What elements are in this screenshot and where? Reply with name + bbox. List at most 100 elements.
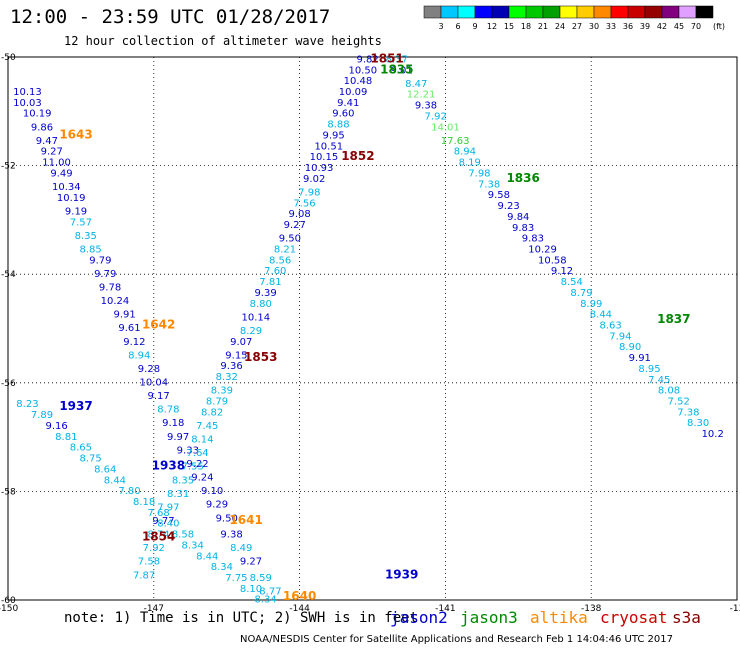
- track-time-label: 1642: [142, 318, 175, 332]
- wave-height-point: 10.93: [305, 163, 334, 174]
- wave-height-point: 8.19: [459, 158, 481, 169]
- wave-height-point: 9.17: [148, 391, 170, 402]
- x-tick-label: -138: [581, 604, 602, 614]
- wave-height-point: 8.58: [172, 530, 194, 541]
- track-time-label: 1835: [380, 62, 413, 76]
- wave-height-point: 8.74: [148, 530, 170, 541]
- wave-height-point: 10.13: [13, 87, 42, 98]
- wave-height-point: 9.82: [357, 54, 379, 65]
- wave-height-point: 9.18: [162, 418, 184, 429]
- wave-height-point: 7.64: [186, 448, 208, 459]
- wave-height-point: 10.58: [538, 255, 567, 266]
- wave-height-point: 9.79: [89, 255, 111, 266]
- wave-height-point: 8.35: [172, 475, 194, 486]
- wave-height-point: 10.04: [139, 378, 168, 389]
- wave-height-point: 10.09: [339, 87, 368, 98]
- wave-height-point: 8.29: [240, 326, 262, 337]
- wave-height-point: 9.15: [225, 350, 247, 361]
- wave-height-point: 8.77: [259, 587, 281, 598]
- wave-height-point: 8.34: [182, 540, 204, 551]
- wave-height-point: 10.19: [57, 193, 86, 204]
- wave-height-point: 8.99: [580, 299, 602, 310]
- wave-height-point: 9.19: [65, 206, 87, 217]
- wave-height-point: 8.94: [454, 147, 476, 158]
- wave-height-point: 7.92: [425, 111, 447, 122]
- wave-height-point: 9.61: [118, 323, 140, 334]
- wave-height-point: 9.97: [167, 432, 189, 443]
- footer-note: note: 1) Time is in UTC; 2) SWH is in fe…: [64, 610, 419, 626]
- wave-height-point: 8.88: [327, 120, 349, 131]
- wave-height-point: 9.79: [94, 269, 116, 280]
- wave-height-point: 8.79: [570, 288, 592, 299]
- wave-height-point: 9.12: [123, 337, 145, 348]
- wave-height-point: 9.24: [191, 473, 213, 484]
- x-tick-label: -150: [0, 604, 18, 614]
- wave-height-point: 8.39: [211, 386, 233, 397]
- wave-height-point: 8.34: [211, 562, 233, 573]
- track-time-label: 1643: [59, 127, 92, 141]
- wave-height-point: 9.91: [114, 310, 136, 321]
- wave-height-point: 12.21: [407, 90, 436, 101]
- wave-height-point: 8.37: [386, 54, 408, 65]
- wave-height-point: 9.01: [391, 65, 413, 76]
- wave-height-point: 9.33: [177, 445, 199, 456]
- y-tick-label: -54: [1, 270, 16, 280]
- legend-jason2: jason2: [390, 608, 448, 627]
- wave-height-point: 7.58: [138, 557, 160, 568]
- wave-height-point: 8.95: [638, 364, 660, 375]
- wave-height-point: 9.77: [152, 516, 174, 527]
- wave-height-point: 7.68: [148, 508, 170, 519]
- wave-height-point: 9.38: [415, 101, 437, 112]
- wave-height-point: 9.38: [220, 530, 242, 541]
- wave-height-point: 9.83: [512, 223, 534, 234]
- wave-height-point: 9.02: [303, 174, 325, 185]
- wave-height-point: 11.00: [42, 158, 71, 169]
- wave-height-point: 7.94: [609, 331, 631, 342]
- wave-height-point: 9.27: [284, 220, 306, 231]
- wave-height-point: 7.81: [259, 277, 281, 288]
- wave-height-point: 9.60: [332, 109, 354, 120]
- wave-height-point: 8.54: [561, 277, 583, 288]
- wave-height-point: 7.52: [668, 397, 690, 408]
- wave-height-point: 7.98: [298, 187, 320, 198]
- wave-height-point: 8.44: [196, 551, 218, 562]
- y-tick-label: -50: [1, 53, 16, 63]
- wave-height-point: 8.14: [191, 435, 213, 446]
- wave-height-point: 8.31: [167, 489, 189, 500]
- wave-height-point: 7.89: [31, 410, 53, 421]
- wave-height-point: 7.92: [143, 543, 165, 554]
- wave-height-point: 8.94: [128, 350, 150, 361]
- wave-height-point: 8.75: [79, 454, 101, 465]
- plot-frame: [7, 56, 738, 601]
- legend-altika: altika: [530, 608, 588, 627]
- track-time-label: 1836: [506, 171, 539, 185]
- track-time-label: 1640: [283, 589, 316, 603]
- wave-height-point: 8.81: [55, 432, 77, 443]
- wave-height-point: 7.38: [478, 179, 500, 190]
- wave-height-point: 10.2: [702, 429, 724, 440]
- legend-jason3: jason3: [460, 608, 518, 627]
- wave-height-point: 10.03: [13, 98, 42, 109]
- wave-height-point: 9.16: [45, 421, 67, 432]
- wave-height-point: 8.65: [70, 443, 92, 454]
- wave-height-point: 10.24: [101, 296, 130, 307]
- track-time-label: 1641: [229, 513, 262, 527]
- wave-height-point: 8.64: [94, 464, 116, 475]
- wave-height-point: 9.29: [206, 500, 228, 511]
- wave-height-point: 17.63: [441, 136, 470, 147]
- wave-height-point: 9.91: [629, 353, 651, 364]
- wave-height-point: 8.34: [254, 595, 276, 606]
- y-tick-label: -58: [1, 487, 16, 497]
- wave-height-point: 9.08: [288, 209, 310, 220]
- wave-height-point: 8.47: [405, 79, 427, 90]
- y-tick-label: -52: [1, 162, 16, 172]
- x-tick-label: -147: [144, 604, 164, 614]
- wave-height-point: 9.95: [322, 130, 344, 141]
- wave-height-point: 8.49: [230, 543, 252, 554]
- track-time-label: 1851: [370, 51, 403, 65]
- wave-height-point: 14.01: [431, 122, 460, 133]
- wave-height-point: 7.38: [677, 407, 699, 418]
- wave-height-point: 10.29: [528, 244, 557, 255]
- wave-height-point: 9.07: [230, 337, 252, 348]
